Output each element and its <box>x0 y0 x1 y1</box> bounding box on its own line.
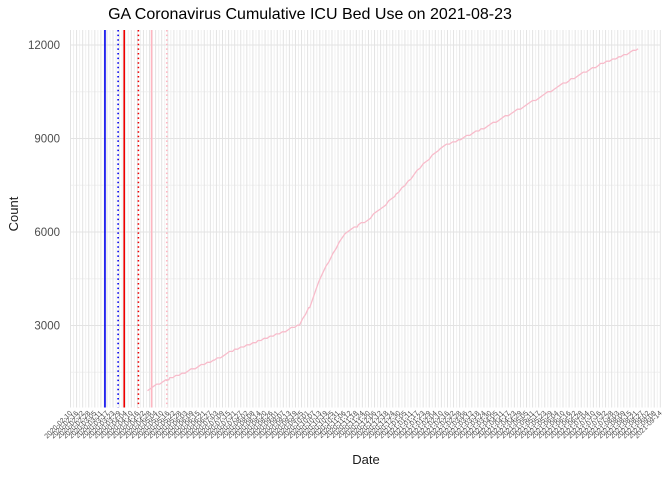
y-tick-label: 6000 <box>34 227 60 239</box>
y-tick-label: 12000 <box>28 40 60 52</box>
x-axis-title: Date <box>352 452 380 467</box>
cumulative-icu-line <box>147 48 639 392</box>
y-tick-label: 3000 <box>34 321 60 333</box>
chart-title: GA Coronavirus Cumulative ICU Bed Use on… <box>108 6 512 23</box>
y-tick-label: 9000 <box>34 133 60 145</box>
